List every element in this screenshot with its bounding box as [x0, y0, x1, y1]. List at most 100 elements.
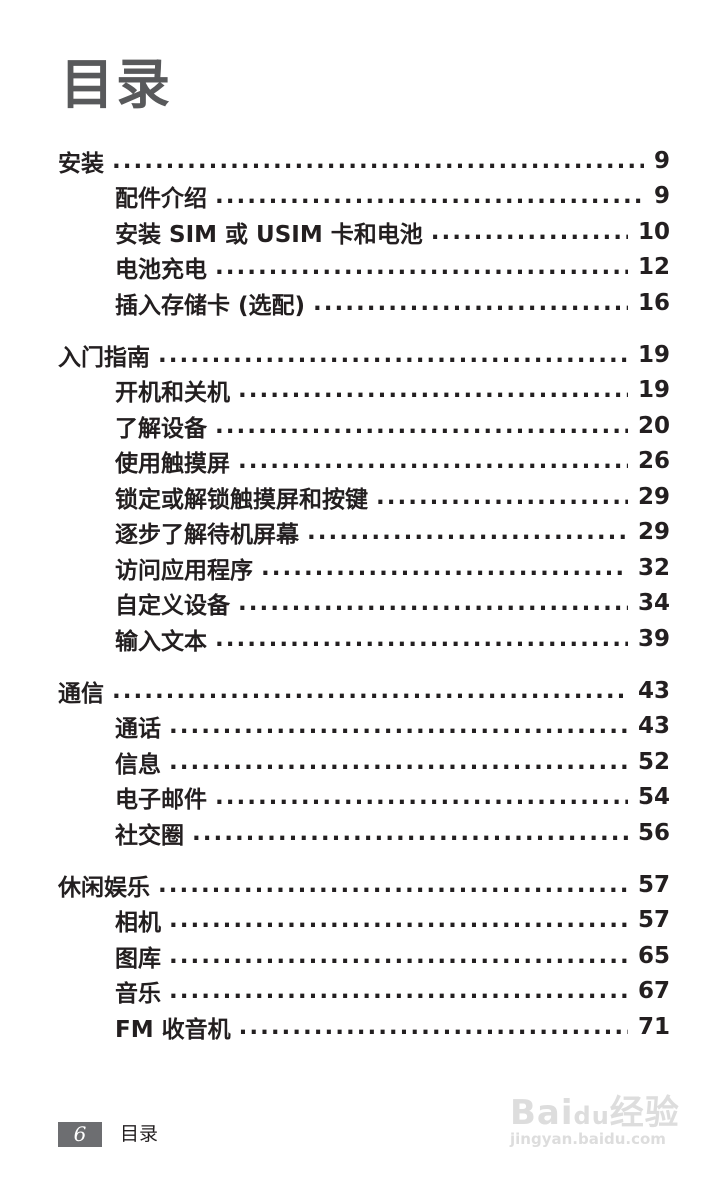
dot-leader: [169, 978, 628, 1004]
toc-entry-label: 自定义设备: [115, 593, 230, 620]
toc-section[interactable]: 通信 43: [58, 673, 670, 709]
toc-entry[interactable]: 相机 57: [58, 903, 670, 939]
toc-entry-label: 图库: [115, 945, 161, 972]
toc-entry-page: 57: [637, 871, 670, 898]
dot-leader: [215, 784, 628, 810]
toc-entry-page: 26: [637, 448, 670, 475]
dot-leader: [307, 519, 628, 545]
toc-entry-label: 安装: [58, 150, 104, 177]
toc-entry-label: 电池充电: [115, 257, 207, 284]
toc-entry[interactable]: 通话 43: [58, 709, 670, 745]
toc-entry[interactable]: 社交圈 56: [58, 815, 670, 851]
toc-group: 入门指南19开机和关机19了解设备20使用触摸屏26锁定或解锁触摸屏和按键29逐…: [58, 337, 670, 657]
dot-leader: [238, 448, 628, 474]
toc-entry-page: 43: [637, 713, 670, 740]
baidu-watermark: Baidu经验 jingyan.baidu.com: [510, 1085, 680, 1148]
toc-entry[interactable]: 电子邮件 54: [58, 780, 670, 816]
dot-leader: [112, 148, 644, 174]
dot-leader: [169, 713, 628, 739]
toc-entry-page: 19: [637, 341, 670, 368]
toc-entry-page: 20: [637, 412, 670, 439]
toc-entry-label: 电子邮件: [115, 787, 207, 814]
dot-leader: [313, 290, 628, 316]
dot-leader: [239, 1014, 628, 1040]
toc-group: 休闲娱乐 57 相机 57 图库 65 音乐 67 FM 收音机 71: [58, 867, 670, 1045]
dot-leader: [215, 626, 628, 652]
toc-entry[interactable]: FM 收音机 71: [58, 1009, 670, 1045]
toc-entry-label: 入门指南: [58, 344, 150, 371]
toc-entry-label: 输入文本: [115, 628, 207, 655]
footer-section: 目录: [120, 1123, 159, 1145]
toc-entry-page: 34: [637, 590, 670, 617]
toc-entry-label: 逐步了解待机屏幕: [115, 522, 299, 549]
toc-entry-page: 16: [637, 289, 670, 316]
toc-entry-label: 使用触摸屏: [115, 451, 230, 478]
toc-section[interactable]: 入门指南 19: [58, 337, 670, 373]
toc-entry[interactable]: 音乐 67: [58, 974, 670, 1010]
toc-entry[interactable]: 输入文本 39: [58, 621, 670, 657]
toc-entry-label: 音乐: [115, 981, 161, 1008]
dot-leader: [215, 254, 628, 280]
toc-entry[interactable]: 了解设备 20: [58, 408, 670, 444]
toc-entry-page: 67: [637, 978, 670, 1005]
dot-leader: [238, 590, 628, 616]
toc-entry-label: 开机和关机: [115, 380, 230, 407]
toc-entry-page: 43: [637, 677, 670, 704]
dot-leader: [261, 555, 628, 581]
toc-entry[interactable]: 自定义设备 34: [58, 586, 670, 622]
toc-section[interactable]: 休闲娱乐 57: [58, 867, 670, 903]
toc-entry[interactable]: 电池充电 12: [58, 250, 670, 286]
dot-leader: [112, 678, 628, 704]
toc-entry-label: 通话: [115, 716, 161, 743]
toc-entry-label: 锁定或解锁触摸屏和按键: [115, 486, 368, 513]
toc-group: 安装 9 配件介绍 9 安装 SIM 或 USIM 卡和电池 10 电池充电 12 插入存储卡 …: [58, 143, 670, 321]
toc-entry-label: 了解设备: [115, 415, 207, 442]
toc-entry-page: 54: [637, 784, 670, 811]
dot-leader: [158, 872, 628, 898]
toc-entry[interactable]: 图库 65: [58, 938, 670, 974]
toc-entry-page: 39: [637, 625, 670, 652]
toc-entry-page: 10: [637, 218, 670, 245]
watermark-logo: Baidu经验: [510, 1093, 680, 1133]
page-title: 目录: [60, 53, 172, 116]
toc-entry-page: 12: [637, 254, 670, 281]
toc-entry-page: 9: [653, 183, 670, 210]
toc-entry-page: 19: [637, 377, 670, 404]
toc-entry[interactable]: 插入存储卡 (选配) 16: [58, 285, 670, 321]
dot-leader: [215, 413, 628, 439]
watermark-url: jingyan.baidu.com: [510, 1130, 666, 1148]
toc-entry-label: 访问应用程序: [115, 557, 253, 584]
toc-entry-label: FM 收音机: [115, 1016, 231, 1043]
toc-entry-page: 56: [637, 819, 670, 846]
dot-leader: [158, 342, 628, 368]
dot-leader: [238, 377, 628, 403]
table-of-contents: 安装 9 配件介绍 9 安装 SIM 或 USIM 卡和电池 10 电池充电 12 插入存储卡 …: [58, 143, 670, 1061]
toc-entry[interactable]: 使用触摸屏 26: [58, 444, 670, 480]
toc-entry-page: 71: [637, 1013, 670, 1040]
toc-entry-page: 29: [637, 519, 670, 546]
toc-entry-label: 社交圈: [115, 822, 184, 849]
footer-page-number: 6: [58, 1122, 102, 1147]
toc-section[interactable]: 安装 9: [58, 143, 670, 179]
toc-entry-label: 休闲娱乐: [58, 874, 150, 901]
toc-entry-page: 65: [637, 942, 670, 969]
toc-entry[interactable]: 访问应用程序 32: [58, 550, 670, 586]
dot-leader: [169, 749, 628, 775]
toc-entry[interactable]: 配件介绍 9: [58, 179, 670, 215]
dot-leader: [215, 183, 644, 209]
toc-entry[interactable]: 锁定或解锁触摸屏和按键 29: [58, 479, 670, 515]
toc-entry-label: 信息: [115, 751, 161, 778]
toc-entry-page: 9: [653, 147, 670, 174]
toc-entry-page: 32: [637, 554, 670, 581]
toc-entry-page: 57: [637, 907, 670, 934]
toc-entry-label: 安装 SIM 或 USIM 卡和电池: [115, 221, 423, 248]
dot-leader: [376, 484, 628, 510]
dot-leader: [192, 820, 628, 846]
toc-entry[interactable]: 安装 SIM 或 USIM 卡和电池 10: [58, 214, 670, 250]
toc-entry[interactable]: 逐步了解待机屏幕 29: [58, 515, 670, 551]
dot-leader: [169, 943, 628, 969]
toc-entry[interactable]: 开机和关机 19: [58, 373, 670, 409]
dot-leader: [431, 219, 628, 245]
toc-entry-label: 插入存储卡 (选配): [115, 292, 306, 319]
toc-entry[interactable]: 信息 52: [58, 744, 670, 780]
